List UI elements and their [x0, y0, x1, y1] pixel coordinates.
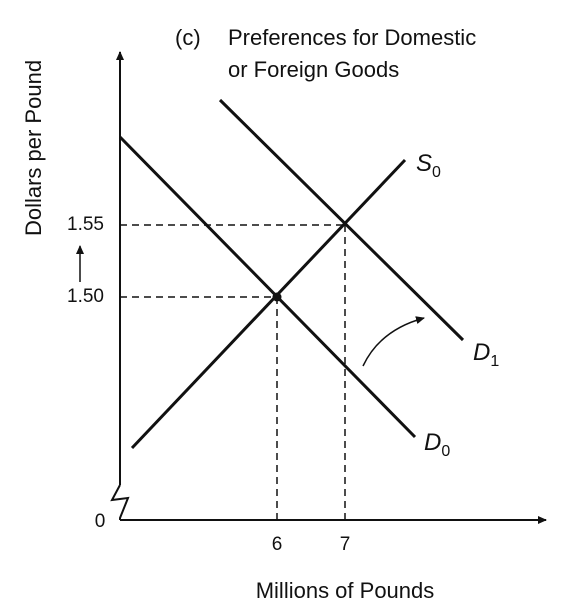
curve-subscript: 1 [490, 353, 499, 370]
curve-letter: D [424, 429, 441, 456]
x-axis-label: Millions of Pounds [256, 578, 435, 603]
guides [120, 224, 346, 520]
curve-label: D1 [473, 339, 499, 370]
x-tick-label: 7 [340, 534, 351, 555]
supply-curve [130, 158, 407, 450]
x-tick-label: 6 [272, 534, 283, 555]
curve-subscript: 0 [441, 443, 450, 460]
title: Preferences for Domestic [228, 25, 476, 50]
curve-letter: D [473, 339, 490, 366]
origin-label: 0 [95, 511, 106, 532]
shift-arrow [362, 316, 425, 367]
y-axis-label: Dollars per Pound [21, 60, 46, 236]
y-tick-label: 1.50 [67, 286, 104, 307]
title: or Foreign Goods [228, 57, 399, 82]
demand-curve [118, 135, 417, 439]
panel-label: (c) [175, 25, 201, 50]
curve-subscript: 0 [432, 164, 441, 181]
curve-label: D0 [424, 429, 450, 460]
demand-curve [218, 98, 465, 342]
axes [110, 51, 547, 524]
y-tick-label: 1.55 [67, 214, 104, 235]
curve-letter: S [416, 150, 432, 177]
curves [118, 98, 465, 450]
equilibrium-point [272, 292, 282, 302]
curve-label: S0 [416, 150, 441, 181]
